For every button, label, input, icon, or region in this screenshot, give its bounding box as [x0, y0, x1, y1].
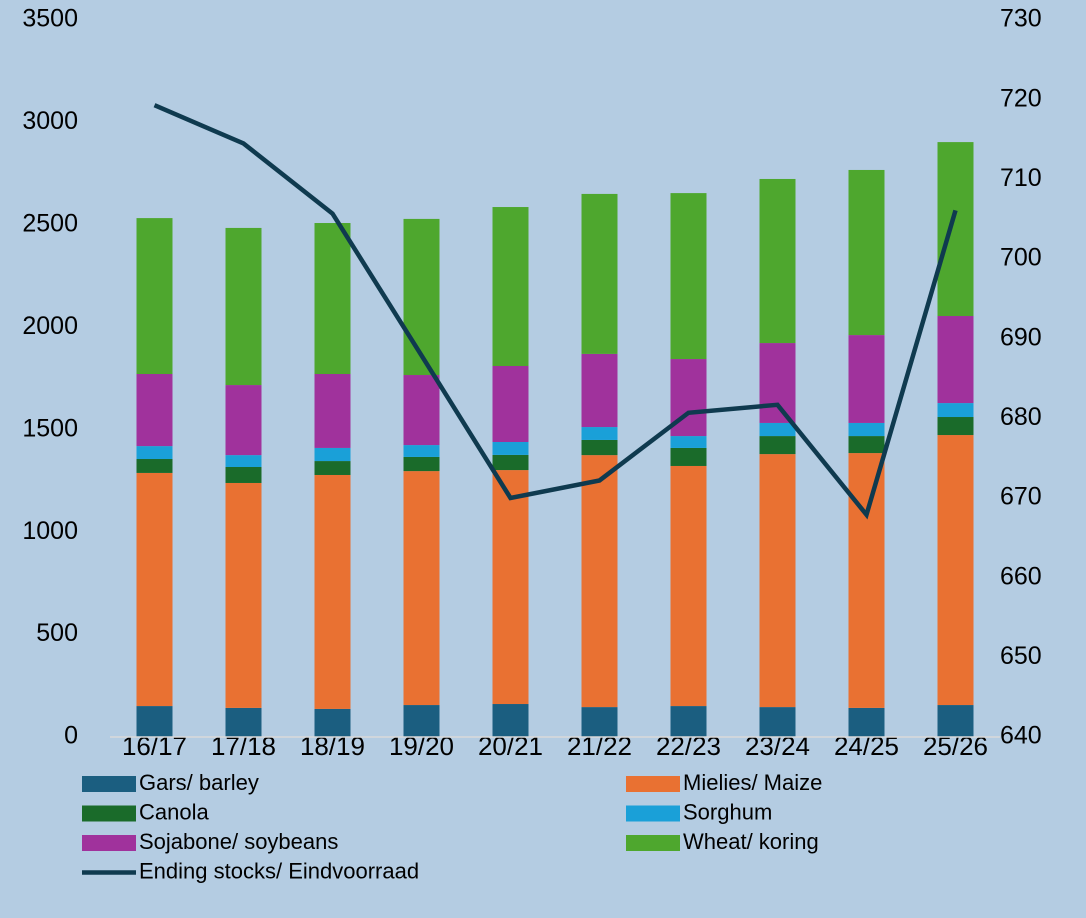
bar-segment	[937, 142, 974, 317]
bar-segment	[937, 417, 974, 436]
legend-swatch	[82, 776, 136, 792]
bar-segment	[136, 706, 173, 737]
bar-segment	[492, 470, 529, 705]
bar-segment	[314, 461, 351, 475]
bar-segment	[759, 178, 796, 344]
bar-segment	[225, 482, 262, 708]
legend-swatch	[626, 835, 680, 851]
bar-segment	[848, 707, 885, 737]
bar-segment	[314, 223, 351, 374]
bar-segment	[403, 218, 440, 376]
legend-swatch	[82, 805, 136, 822]
bar-segment	[314, 474, 351, 709]
bar-segment	[314, 447, 351, 462]
bar-segment	[670, 706, 707, 737]
bar-segment	[581, 439, 618, 456]
legend-label: Sojabone/ soybeans	[139, 829, 338, 854]
y-tick-label: 3500	[22, 5, 78, 33]
bar-segment	[225, 385, 262, 456]
line	[153, 103, 958, 520]
bar-segment	[581, 353, 618, 428]
y-tick-label: 1500	[22, 414, 78, 442]
legend-label: Canola	[139, 799, 209, 824]
bar-segment	[937, 316, 974, 404]
legend-label: Gars/ barley	[139, 770, 259, 795]
bar-segment	[937, 705, 974, 737]
bar-segment	[581, 427, 618, 440]
bar-segment	[670, 465, 707, 707]
bar-segment	[670, 436, 707, 448]
bar-segment	[848, 453, 885, 708]
bar-segment	[225, 227, 262, 386]
bar-segment	[403, 456, 440, 472]
y2-tick-label: 690	[1000, 323, 1042, 351]
bar-segment	[492, 442, 529, 455]
bar-segment	[670, 193, 707, 360]
legend-swatch	[626, 805, 680, 822]
y-tick-label: 0	[64, 722, 78, 750]
bar-segment	[314, 373, 351, 448]
bar-segment	[848, 436, 885, 454]
bar-segment	[403, 705, 440, 737]
bar-segment	[581, 193, 618, 354]
bar-segment	[492, 366, 529, 443]
bar-segment	[225, 707, 262, 737]
bar-segment	[848, 169, 885, 336]
bar-segment	[136, 472, 173, 707]
bar-segment	[848, 422, 885, 437]
y-tick-label: 1000	[22, 517, 78, 545]
legend-label: Ending stocks/ Eindvoorraad	[139, 858, 419, 883]
y2-tick-label: 730	[1000, 5, 1042, 33]
y2-tick-label: 650	[1000, 642, 1042, 670]
legend-swatch	[626, 776, 680, 792]
legend-label: Mielies/ Maize	[683, 770, 822, 795]
legend-label: Wheat/ koring	[683, 829, 819, 854]
y-tick-label: 2000	[22, 312, 78, 340]
bar-segment	[581, 707, 618, 737]
legend-label: Sorghum	[683, 799, 772, 824]
legend-swatch	[82, 835, 136, 851]
bar-segment	[670, 447, 707, 466]
y-tick-label: 500	[36, 619, 78, 647]
bar-segment	[136, 446, 173, 460]
bar-segment	[403, 375, 440, 446]
y2-tick-label: 710	[1000, 164, 1042, 192]
y2-tick-label: 670	[1000, 483, 1042, 511]
bar-segment	[581, 455, 618, 708]
y2-tick-label: 680	[1000, 403, 1042, 431]
bar-segment	[937, 435, 974, 706]
bar-segment	[136, 218, 173, 374]
bar-segment	[403, 471, 440, 706]
bar-segment	[759, 454, 796, 708]
bar-segment	[759, 422, 796, 437]
bar-segment	[759, 343, 796, 423]
y2-tick-label: 720	[1000, 84, 1042, 112]
bar-segment	[492, 704, 529, 737]
y2-tick-label: 640	[1000, 722, 1042, 750]
y2-tick-label: 700	[1000, 244, 1042, 272]
bar-segment	[492, 207, 529, 367]
bar-segment	[225, 455, 262, 467]
y-tick-label: 3000	[22, 107, 78, 135]
bar-segment	[759, 436, 796, 455]
bar-segment	[136, 373, 173, 447]
bar-segment	[225, 466, 262, 483]
y-tick-label: 2500	[22, 209, 78, 237]
bar-segment	[848, 335, 885, 423]
bar-segment	[937, 403, 974, 418]
y2-tick-label: 660	[1000, 562, 1042, 590]
bar-segment	[492, 454, 529, 471]
bar-segment	[136, 459, 173, 473]
bar-segment	[314, 708, 351, 737]
bar-segment	[403, 445, 440, 457]
bar-segment	[759, 707, 796, 737]
